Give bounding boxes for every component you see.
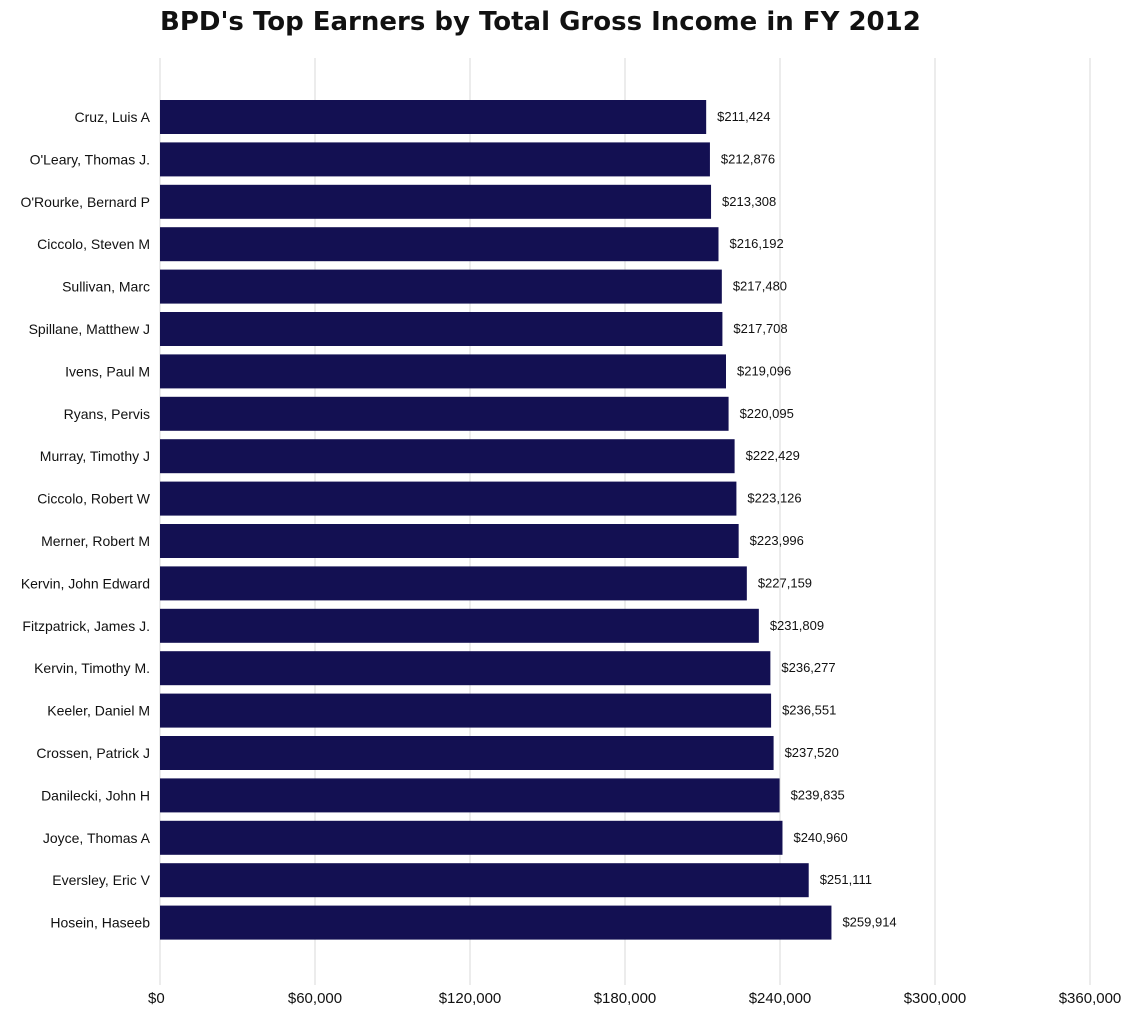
bar <box>160 227 719 262</box>
value-label: $217,480 <box>733 279 787 294</box>
value-label: $237,520 <box>785 745 839 760</box>
category-label: Murray, Timothy J <box>40 448 150 464</box>
bar <box>160 693 772 728</box>
bar <box>160 481 737 516</box>
category-labels: Cruz, Luis A O'Leary, Thomas J. O'Rourke, … <box>20 109 150 931</box>
value-label: $231,809 <box>770 618 824 633</box>
category-label: Crossen, Patrick J <box>36 745 150 761</box>
value-label: $227,159 <box>758 575 812 590</box>
category-label: Merner, Robert M <box>41 533 150 549</box>
value-label: $213,308 <box>722 194 776 209</box>
bars <box>160 100 832 940</box>
bar <box>160 396 729 431</box>
value-label: $240,960 <box>793 830 847 845</box>
category-label: Ryans, Pervis <box>64 406 150 422</box>
x-tick-label: $180,000 <box>594 990 657 1007</box>
bar <box>160 100 707 134</box>
x-axis-ticks: $0 $60,000 $120,000 $180,000 $240,000 $300,00… <box>148 990 1121 1007</box>
category-label: Spillane, Matthew J <box>29 321 150 337</box>
value-label: $211,424 <box>717 109 770 124</box>
bar <box>160 651 771 686</box>
bar <box>160 566 747 601</box>
bar <box>160 524 739 558</box>
bar <box>160 608 759 643</box>
value-label: $220,095 <box>740 406 794 421</box>
category-label: Kervin, John Edward <box>21 575 150 591</box>
category-label: Danilecki, John H <box>41 787 150 803</box>
value-label: $217,708 <box>733 321 787 336</box>
value-label: $223,126 <box>747 491 801 506</box>
category-label: Ivens, Paul M <box>65 363 150 379</box>
value-label: $251,111 <box>820 872 872 887</box>
category-label: Ciccolo, Robert W <box>37 491 151 507</box>
x-tick-label: $60,000 <box>288 990 342 1007</box>
x-tick-label: $300,000 <box>904 990 967 1007</box>
category-label: Fitzpatrick, James J. <box>22 618 150 634</box>
value-label: $236,551 <box>782 703 836 718</box>
value-labels: $211,424 $212,876 $213,308 $216,192 $217,480… <box>717 109 897 930</box>
category-label: Hosein, Haseeb <box>50 915 150 931</box>
value-label: $236,277 <box>781 660 835 675</box>
category-label: Eversley, Eric V <box>52 872 150 888</box>
value-label: $216,192 <box>729 236 783 251</box>
bar <box>160 269 722 304</box>
category-label: Ciccolo, Steven M <box>37 236 150 252</box>
x-tick-label: $240,000 <box>749 990 812 1007</box>
x-tick-label: $120,000 <box>439 990 502 1007</box>
bar <box>160 778 780 813</box>
value-label: $259,914 <box>842 915 896 930</box>
category-label: Sullivan, Marc <box>62 279 150 295</box>
category-label: Cruz, Luis A <box>75 109 151 125</box>
bar <box>160 312 723 346</box>
value-label: $222,429 <box>746 448 800 463</box>
x-tick-label: $360,000 <box>1059 990 1122 1007</box>
value-label: $239,835 <box>791 787 845 802</box>
bar <box>160 736 774 770</box>
category-label: Joyce, Thomas A <box>43 830 151 846</box>
category-label: O'Rourke, Bernard P <box>20 194 150 210</box>
bar <box>160 820 783 855</box>
value-label: $223,996 <box>750 533 804 548</box>
bar <box>160 142 710 177</box>
category-label: Kervin, Timothy M. <box>34 660 150 676</box>
category-label: Keeler, Daniel M <box>47 703 150 719</box>
category-label: O'Leary, Thomas J. <box>30 151 150 167</box>
x-tick-label: $0 <box>148 990 165 1007</box>
bar <box>160 439 735 474</box>
bar <box>160 905 832 940</box>
bar <box>160 354 726 389</box>
bar <box>160 863 809 898</box>
value-label: $219,096 <box>737 363 791 378</box>
value-label: $212,876 <box>721 151 775 166</box>
chart-title: BPD's Top Earners by Total Gross Income … <box>160 7 921 37</box>
bar <box>160 184 712 219</box>
